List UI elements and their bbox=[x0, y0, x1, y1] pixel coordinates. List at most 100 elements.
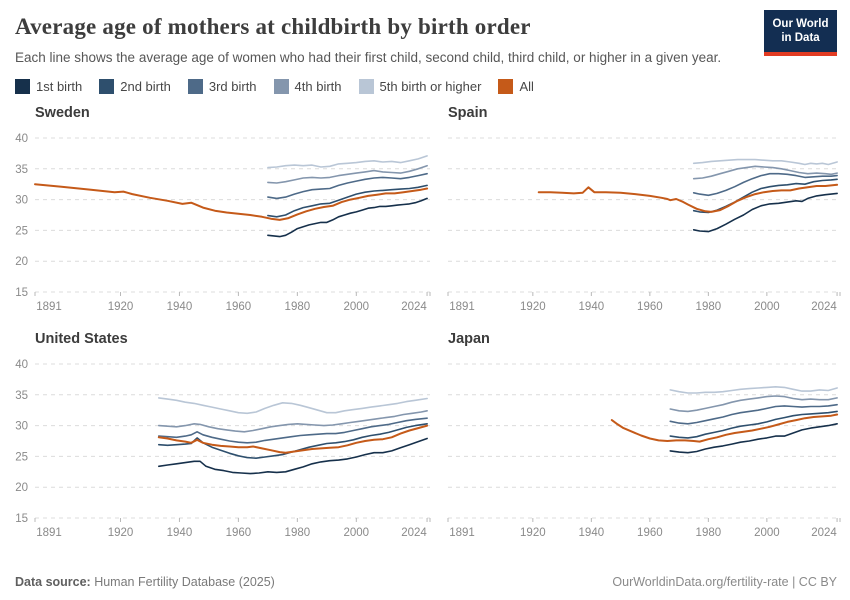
chart-panel-united-states: United States 15 20 25 30 35 40 1891 1920 1940 19… bbox=[0, 322, 438, 548]
x-axis-tick-label: 2024 bbox=[401, 301, 427, 313]
legend-label: 4th birth bbox=[294, 79, 342, 95]
x-axis-tick-label: 1940 bbox=[579, 527, 605, 539]
y-axis-tick-label: 15 bbox=[15, 513, 28, 525]
legend-item-all: All bbox=[498, 79, 534, 95]
data-source: Data source: Human Fertility Database (2… bbox=[15, 575, 275, 589]
x-axis-tick-label: 1920 bbox=[108, 301, 134, 313]
legend: 1st birth 2nd birth 3rd birth 4th birth 5th … bbox=[15, 79, 834, 95]
x-axis-tick-label: 1980 bbox=[696, 301, 722, 313]
legend-swatch-3rd-birth bbox=[187, 79, 203, 95]
legend-swatch-2nd-birth bbox=[99, 79, 115, 95]
legend-label: 2nd birth bbox=[120, 79, 171, 95]
panel-title-united-states: United States bbox=[35, 331, 128, 348]
y-axis-tick-label: 15 bbox=[15, 287, 28, 299]
line-5th-birth-or-higher bbox=[267, 155, 428, 169]
legend-item-3rd-birth: 3rd birth bbox=[187, 79, 257, 95]
chart-header: Average age of mothers at childbirth by … bbox=[0, 0, 850, 95]
y-axis-tick-label: 35 bbox=[15, 164, 28, 176]
legend-label: 1st birth bbox=[36, 79, 83, 95]
x-axis-tick-label: 2000 bbox=[754, 527, 780, 539]
x-axis-tick-label: 2000 bbox=[344, 301, 370, 313]
x-axis-tick-label: 1920 bbox=[520, 301, 546, 313]
line-4th-birth bbox=[692, 165, 838, 180]
x-axis-tick-label: 1891 bbox=[36, 301, 62, 313]
legend-swatch-1st-birth bbox=[15, 79, 30, 95]
spain-line-chart: 1891 1920 1940 1960 1980 2000 2024 bbox=[447, 137, 841, 313]
legend-item-2nd-birth: 2nd birth bbox=[99, 79, 171, 95]
line-3rd-birth bbox=[692, 173, 838, 197]
x-axis-tick-label: 1891 bbox=[36, 527, 62, 539]
line-4th-birth bbox=[267, 165, 428, 185]
chart-panel-japan: Japan 1891 1920 1940 1960 1980 2000 2024 bbox=[438, 322, 850, 548]
owid-url-license-link[interactable]: OurWorldinData.org/fertility-rate | CC B… bbox=[612, 575, 837, 589]
x-axis-tick-label: 2000 bbox=[344, 527, 370, 539]
x-axis-tick-label: 1980 bbox=[285, 301, 311, 313]
data-source-label: Data source: bbox=[15, 575, 91, 589]
data-source-value: Human Fertility Database (2025) bbox=[90, 575, 275, 589]
line-3rd-birth bbox=[158, 417, 428, 444]
y-axis-tick-label: 30 bbox=[15, 195, 28, 207]
y-axis-tick-label: 30 bbox=[15, 421, 28, 433]
line-3rd-birth bbox=[669, 404, 838, 425]
x-axis-tick-label: 2024 bbox=[811, 527, 837, 539]
y-axis-tick-label: 25 bbox=[15, 452, 28, 464]
small-multiples-grid: Sweden 15 20 25 30 35 40 1891 1920 1940 1960 1980 2… bbox=[0, 96, 850, 548]
legend-swatch-4th-birth bbox=[273, 79, 289, 95]
line-1st-birth bbox=[158, 437, 428, 475]
line-2nd-birth bbox=[669, 410, 838, 439]
y-axis-tick-label: 40 bbox=[15, 359, 28, 371]
legend-swatch-all bbox=[498, 79, 514, 95]
x-axis-tick-label: 1960 bbox=[226, 527, 252, 539]
x-axis-tick-label: 2000 bbox=[754, 301, 780, 313]
line-4th-birth bbox=[669, 395, 838, 413]
line-5th-birth-or-higher bbox=[669, 386, 838, 395]
x-axis-tick-label: 1940 bbox=[167, 527, 193, 539]
panel-title-japan: Japan bbox=[448, 331, 490, 348]
x-axis-tick-label: 1960 bbox=[637, 527, 663, 539]
owid-logo-line2: in Data bbox=[781, 32, 820, 45]
panel-title-sweden: Sweden bbox=[35, 105, 90, 122]
legend-label: All bbox=[519, 79, 534, 95]
line-5th-birth-or-higher bbox=[692, 159, 838, 166]
x-axis-tick-label: 1891 bbox=[449, 301, 475, 313]
line-3rd-birth bbox=[267, 173, 428, 200]
legend-item-5th-birth-or-higher: 5th birth or higher bbox=[358, 79, 481, 95]
x-axis-tick-label: 1960 bbox=[637, 301, 663, 313]
line-1st-birth bbox=[267, 197, 428, 238]
legend-swatch-5th-birth-or-higher bbox=[358, 79, 374, 95]
x-axis-tick-label: 1920 bbox=[108, 527, 134, 539]
y-axis-tick-label: 20 bbox=[15, 482, 28, 494]
legend-item-1st-birth: 1st birth bbox=[15, 79, 83, 95]
line-1st-birth bbox=[669, 423, 838, 454]
x-axis-tick-label: 1980 bbox=[696, 527, 722, 539]
chart-footer: Data source: Human Fertility Database (2… bbox=[15, 575, 837, 589]
line-all bbox=[610, 413, 839, 443]
owid-logo-line1: Our World bbox=[772, 18, 829, 30]
japan-line-chart: 1891 1920 1940 1960 1980 2000 2024 bbox=[447, 363, 841, 539]
panel-title-spain: Spain bbox=[448, 105, 488, 122]
legend-item-4th-birth: 4th birth bbox=[273, 79, 342, 95]
x-axis-tick-label: 1960 bbox=[226, 301, 252, 313]
x-axis-tick-label: 1940 bbox=[167, 301, 193, 313]
chart-subtitle: Each line shows the average age of women… bbox=[15, 50, 722, 65]
line-1st-birth bbox=[692, 192, 838, 233]
sweden-line-chart: 15 20 25 30 35 40 1891 1920 1940 1960 1980 2000 2024 bbox=[15, 133, 431, 313]
x-axis-tick-label: 1940 bbox=[579, 301, 605, 313]
x-axis-tick-label: 1920 bbox=[520, 527, 546, 539]
line-all bbox=[537, 184, 839, 214]
owid-logo[interactable]: Our World in Data bbox=[764, 10, 837, 56]
x-axis-tick-label: 1891 bbox=[449, 527, 475, 539]
x-axis-tick-label: 1980 bbox=[285, 527, 311, 539]
line-5th-birth-or-higher bbox=[158, 397, 428, 415]
x-axis-tick-label: 2024 bbox=[401, 527, 427, 539]
page-title: Average age of mothers at childbirth by … bbox=[15, 14, 531, 39]
legend-label: 3rd birth bbox=[208, 79, 257, 95]
x-axis-tick-label: 2024 bbox=[811, 301, 837, 313]
line-2nd-birth bbox=[267, 184, 428, 218]
y-axis-tick-label: 35 bbox=[15, 390, 28, 402]
y-axis-tick-label: 40 bbox=[15, 133, 28, 145]
y-axis-tick-label: 20 bbox=[15, 256, 28, 268]
line-all bbox=[157, 424, 429, 454]
chart-panel-spain: Spain 1891 1920 1940 1960 1980 2000 2024 bbox=[438, 96, 850, 322]
chart-panel-sweden: Sweden 15 20 25 30 35 40 1891 1920 1940 1960 1980 2… bbox=[0, 96, 438, 322]
